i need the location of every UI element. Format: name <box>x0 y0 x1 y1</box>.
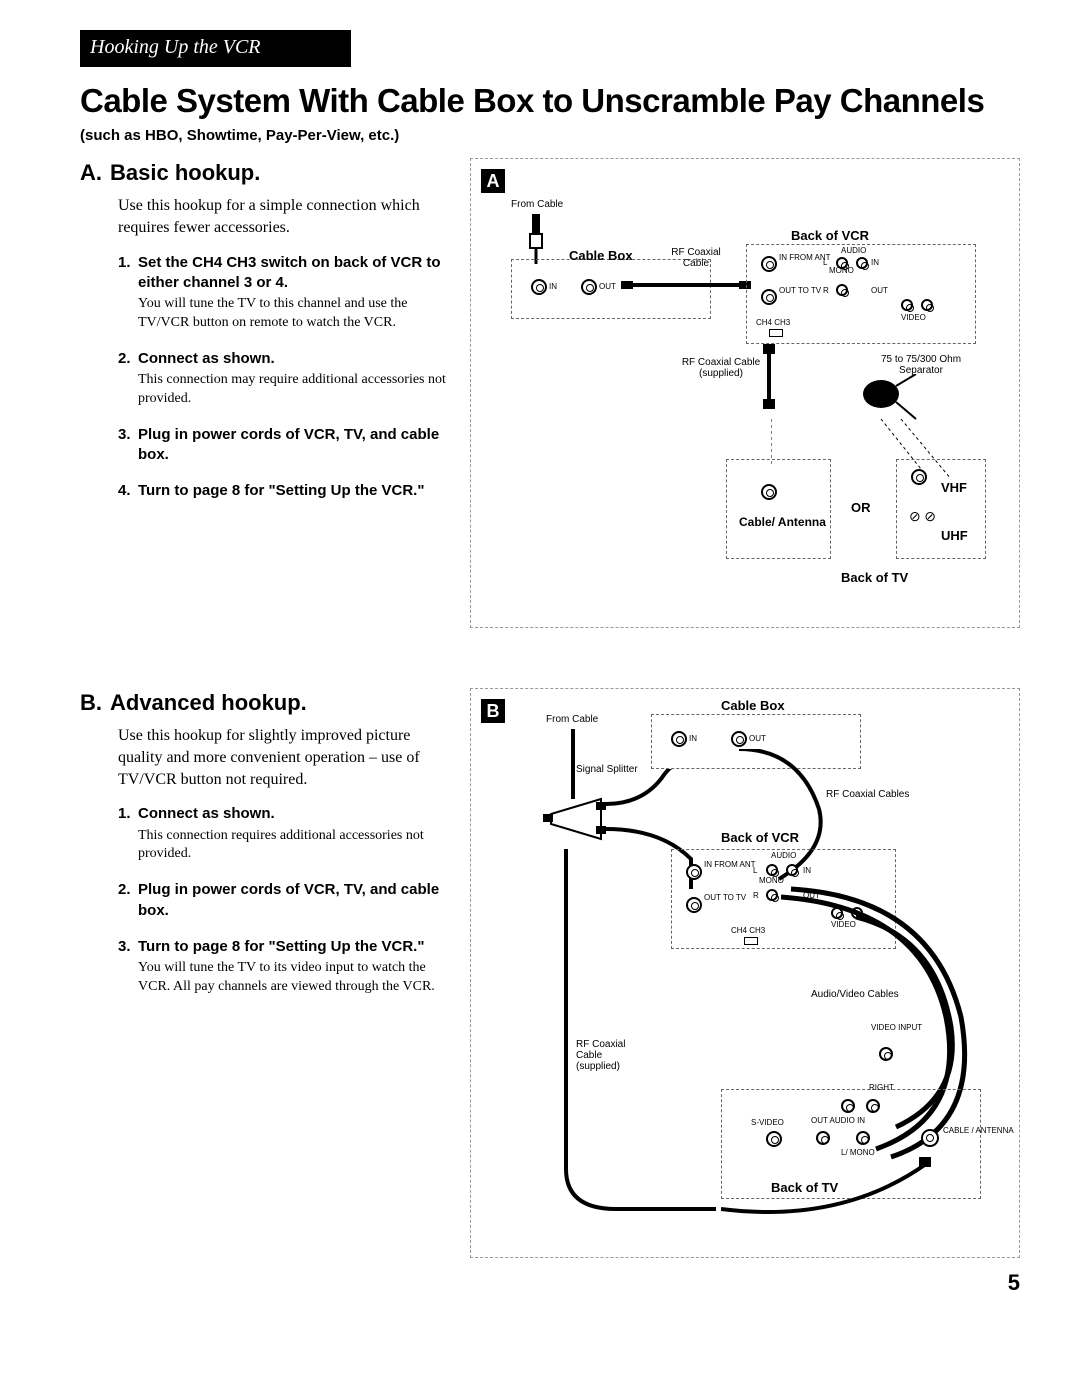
steps-a: 1. Set the CH4 CH3 switch on back of VCR… <box>118 253 450 502</box>
page-number: 5 <box>1008 1268 1020 1298</box>
section-b: B.Advanced hookup. Use this hookup for s… <box>80 688 1020 1258</box>
intro-b: Use this hookup for slightly improved pi… <box>118 725 450 790</box>
label-from-cable: From Cable <box>511 199 563 210</box>
heading-letter: B. <box>80 688 110 718</box>
separator-icon <box>861 374 921 424</box>
label-rf-supplied: RF Coaxial Cable (supplied) <box>576 1039 646 1072</box>
heading-letter: A. <box>80 158 110 188</box>
label-rf-coax: RF Coaxial Cable <box>666 247 726 269</box>
steps-b: 1. Connect as shown. This connection req… <box>118 804 450 997</box>
label-cable-box: Cable Box <box>569 247 633 265</box>
diagram-a: A From Cable Cable Box IN OUT RF Coaxial… <box>470 158 1020 628</box>
cable-line <box>696 344 776 424</box>
step: 1. Connect as shown. This connection req… <box>118 804 450 864</box>
label-back-tv: Back of TV <box>841 569 908 587</box>
label-cable-box: Cable Box <box>721 697 785 715</box>
label-separator: 75 to 75/300 Ohm Separator <box>871 354 971 376</box>
subtitle: (such as HBO, Showtime, Pay-Per-View, et… <box>80 126 1020 146</box>
label-cable-antenna: Cable/ Antenna <box>739 514 826 530</box>
step: 2. Plug in power cords of VCR, TV, and c… <box>118 880 450 921</box>
diagram-b: B From Cable Cable Box IN OUT Signal Spl… <box>470 688 1020 1258</box>
label-uhf: UHF <box>941 527 968 545</box>
cable-line <box>621 279 751 291</box>
label-video-input: VIDEO INPUT <box>871 1024 922 1033</box>
cable-line <box>721 1149 1001 1229</box>
step: 3. Turn to page 8 for "Setting Up the VC… <box>118 937 450 997</box>
cable-icon <box>526 214 546 264</box>
page-title: Cable System With Cable Box to Unscrambl… <box>80 79 1020 124</box>
section-tab: Hooking Up the VCR <box>80 30 351 67</box>
label-av-cables: Audio/Video Cables <box>811 989 899 1000</box>
step: 1. Set the CH4 CH3 switch on back of VCR… <box>118 253 450 333</box>
step: 2. Connect as shown. This connection may… <box>118 349 450 409</box>
step: 4. Turn to page 8 for "Setting Up the VC… <box>118 481 450 501</box>
dashed-lines <box>771 419 971 489</box>
heading-a: A.Basic hookup. <box>80 158 450 188</box>
label-back-vcr: Back of VCR <box>791 227 869 245</box>
intro-a: Use this hookup for a simple connection … <box>118 195 450 238</box>
diagram-badge-b: B <box>481 699 505 723</box>
step: 3. Plug in power cords of VCR, TV, and c… <box>118 425 450 466</box>
heading-b: B.Advanced hookup. <box>80 688 450 718</box>
label-back-vcr: Back of VCR <box>721 829 799 847</box>
section-a: A.Basic hookup. Use this hookup for a si… <box>80 158 1020 628</box>
label-audio-row: OUT AUDIO IN <box>811 1117 865 1126</box>
label-rf-cables: RF Coaxial Cables <box>826 789 909 800</box>
diagram-badge-a: A <box>481 169 505 193</box>
label-rf-supplied: RF Coaxial Cable (supplied) <box>681 357 761 379</box>
label-or: OR <box>851 499 871 517</box>
label-from-cable: From Cable <box>546 714 598 725</box>
cable-line <box>556 849 726 1219</box>
